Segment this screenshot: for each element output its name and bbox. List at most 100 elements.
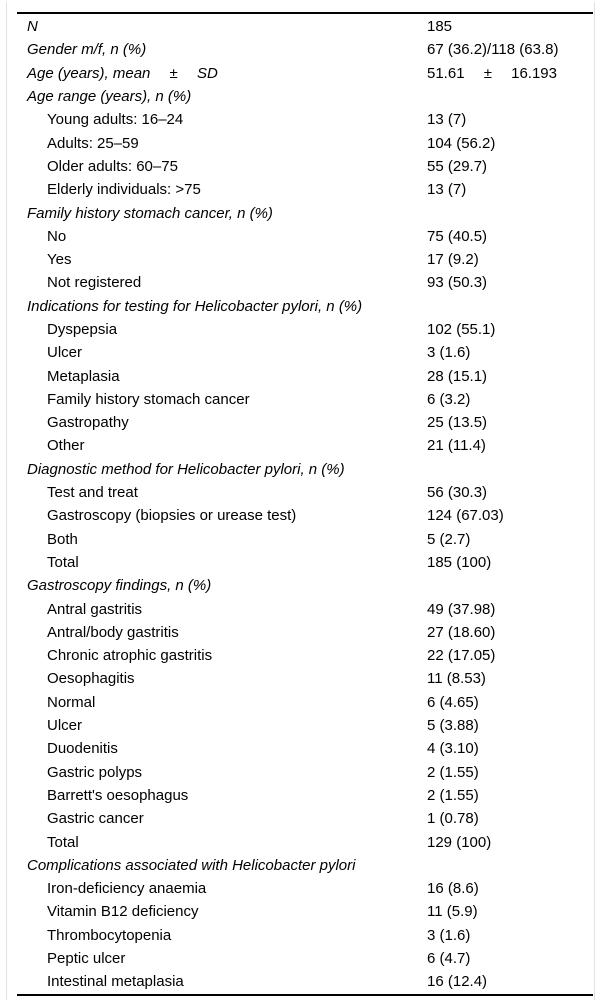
table-row: Barrett's oesophagus 2 (1.55)	[17, 784, 593, 807]
row-value: 11 (5.9)	[427, 903, 478, 921]
row-label: Gastric polyps	[47, 764, 143, 780]
row-label: Age range (years), n (%)	[27, 89, 192, 105]
row-label: Diagnostic method for Helicobacter pylor…	[27, 461, 345, 477]
table-row: Normal 6 (4.65)	[17, 691, 593, 714]
row-value: 185 (100)	[427, 553, 492, 571]
row-label: Young adults: 16–24	[47, 112, 184, 128]
row-value: 51.61 ± 16.193	[427, 64, 557, 82]
table-row: Total 185 (100)	[17, 551, 593, 574]
row-label: Intestinal metaplasia	[47, 974, 184, 990]
row-label: Antral/body gastritis	[47, 624, 179, 640]
row-label: Oesophagitis	[47, 671, 135, 687]
table-row: Test and treat 56 (30.3)	[17, 481, 593, 504]
table-row: Vitamin B12 deficiency 11 (5.9)	[17, 900, 593, 923]
row-label: Ulcer	[47, 345, 83, 361]
row-label: Family history stomach cancer, n (%)	[27, 205, 273, 221]
row-label: Total	[47, 554, 79, 570]
row-label: Duodenitis	[47, 741, 118, 757]
table-row: Oesophagitis 11 (8.53)	[17, 667, 593, 690]
table-row: Young adults: 16–24 13 (7)	[17, 108, 593, 131]
row-value: 16 (8.6)	[427, 880, 479, 898]
row-value: 13 (7)	[427, 181, 467, 199]
table-row: Chronic atrophic gastritis 22 (17.05)	[17, 644, 593, 667]
row-value: 3 (1.6)	[427, 344, 471, 362]
row-label: Not registered	[47, 275, 142, 291]
row-label: Older adults: 60–75	[47, 158, 178, 174]
table-row: Diagnostic method for Helicobacter pylor…	[17, 458, 593, 481]
table-row: Antral gastritis 49 (37.98)	[17, 597, 593, 620]
row-label: Normal	[47, 694, 96, 710]
table-row: Elderly individuals: >75 13 (7)	[17, 178, 593, 201]
row-label: Both	[47, 531, 78, 547]
table-rows-container: N 185 Gender m/f, n (%) 67 (36.2)/118 (63.8…	[17, 14, 593, 994]
row-label: Chronic atrophic gastritis	[47, 648, 213, 664]
row-label: Complications associated with Helicobact…	[27, 857, 356, 873]
row-value: 4 (3.10)	[427, 740, 479, 758]
table-row: Family history stomach cancer 6 (3.2)	[17, 388, 593, 411]
row-value: 75 (40.5)	[427, 227, 488, 245]
row-label: Gastroscopy (biopsies or urease test)	[47, 508, 297, 524]
table-row: N 185	[17, 15, 593, 38]
table-row: Gastric polyps 2 (1.55)	[17, 761, 593, 784]
row-value: 67 (36.2)/118 (63.8)	[427, 41, 559, 59]
row-label: Test and treat	[47, 485, 138, 501]
row-value: 49 (37.98)	[427, 600, 496, 618]
table-row: Indications for testing for Helicobacter…	[17, 295, 593, 318]
row-label: Metaplasia	[47, 368, 120, 384]
table-row: Age (years), mean ± SD 51.61 ± 16.193	[17, 62, 593, 85]
row-label: Gastric cancer	[47, 811, 144, 827]
row-value: 5 (2.7)	[427, 530, 471, 548]
row-value: 13 (7)	[427, 111, 467, 129]
row-label: Total	[47, 834, 79, 850]
table-row: Thrombocytopenia 3 (1.6)	[17, 924, 593, 947]
row-value: 27 (18.60)	[427, 623, 496, 641]
row-value: 22 (17.05)	[427, 647, 496, 665]
row-label: Ulcer	[47, 718, 83, 734]
row-value: 2 (1.55)	[427, 786, 479, 804]
table-row: Adults: 25–59 104 (56.2)	[17, 131, 593, 154]
row-value: 6 (4.65)	[427, 693, 479, 711]
row-value: 6 (4.7)	[427, 950, 471, 968]
row-label: N	[27, 19, 38, 35]
row-value: 17 (9.2)	[427, 251, 479, 269]
row-label: No	[47, 228, 67, 244]
row-value: 21 (11.4)	[427, 437, 486, 455]
row-value: 55 (29.7)	[427, 157, 488, 175]
table-row: Other 21 (11.4)	[17, 434, 593, 457]
row-label: Thrombocytopenia	[47, 927, 172, 943]
row-value: 124 (67.03)	[427, 507, 504, 525]
row-value: 11 (8.53)	[427, 670, 486, 688]
row-value: 25 (13.5)	[427, 414, 488, 432]
table-row: Family history stomach cancer, n (%)	[17, 201, 593, 224]
row-label: Age (years), mean ± SD	[27, 65, 218, 81]
table-outer-frame: N 185 Gender m/f, n (%) 67 (36.2)/118 (63.8…	[6, 2, 595, 1000]
table-row: Gastroscopy findings, n (%)	[17, 574, 593, 597]
table-row: Gastropathy 25 (13.5)	[17, 411, 593, 434]
row-value: 28 (15.1)	[427, 367, 488, 385]
row-value: 185	[427, 18, 453, 36]
table-row: Ulcer 5 (3.88)	[17, 714, 593, 737]
table-row: Antral/body gastritis 27 (18.60)	[17, 621, 593, 644]
table-row: Intestinal metaplasia 16 (12.4)	[17, 970, 593, 993]
row-value: 2 (1.55)	[427, 763, 479, 781]
table-row: Total 129 (100)	[17, 830, 593, 853]
row-value: 16 (12.4)	[427, 973, 488, 991]
table-row: Complications associated with Helicobact…	[17, 854, 593, 877]
table-row: Not registered 93 (50.3)	[17, 271, 593, 294]
row-label: Family history stomach cancer	[47, 391, 250, 407]
table-row: Dyspepsia 102 (55.1)	[17, 318, 593, 341]
row-label: Dyspepsia	[47, 322, 118, 337]
row-value: 6 (3.2)	[427, 390, 471, 408]
row-value: 56 (30.3)	[427, 484, 488, 502]
table-row: Both 5 (2.7)	[17, 528, 593, 551]
table-row: Peptic ulcer 6 (4.7)	[17, 947, 593, 970]
row-value: 3 (1.6)	[427, 926, 471, 944]
row-label: Peptic ulcer	[47, 951, 126, 967]
table-row: No 75 (40.5)	[17, 225, 593, 248]
row-label: Elderly individuals: >75	[47, 182, 201, 198]
row-label: Gastroscopy findings, n (%)	[27, 578, 212, 594]
table-row: Yes 17 (9.2)	[17, 248, 593, 271]
row-value: 104 (56.2)	[427, 134, 496, 152]
row-value: 129 (100)	[427, 833, 492, 851]
table-row: Iron-deficiency anaemia 16 (8.6)	[17, 877, 593, 900]
